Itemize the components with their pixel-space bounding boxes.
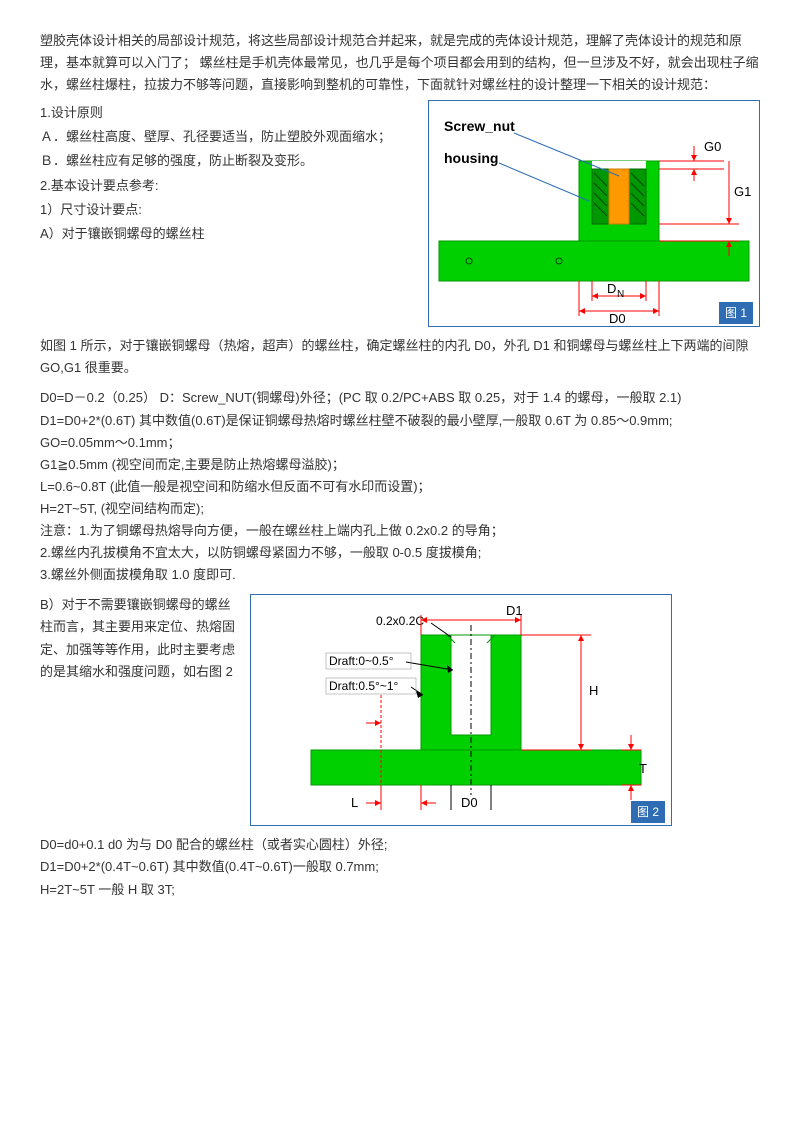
svg-text:Draft:0~0.5°: Draft:0~0.5° [329,654,394,668]
svg-text:Draft:0.5°~1°: Draft:0.5°~1° [329,679,399,693]
svg-text:0.2x0.2C: 0.2x0.2C [376,614,424,628]
section-2-1: 1）尺寸设计要点: [40,199,418,221]
svg-text:G0: G0 [704,139,721,154]
section-1a: Ａ．螺丝柱高度、壁厚、孔径要适当，防止塑胶外观面缩水； [40,126,418,148]
figure-1: Screw_nut housing G0 G1 [428,100,760,327]
svg-text:H: H [589,683,598,698]
section-2-title: 2.基本设计要点参考: [40,175,418,197]
svg-text:D: D [607,281,616,296]
svg-text:D1: D1 [506,603,523,618]
section-1b: Ｂ．螺丝柱应有足够的强度，防止断裂及变形。 [40,150,418,172]
formula-line: D1=D0+2*(0.4T~0.6T) 其中数值(0.4T~0.6T)一般取 0… [40,856,760,878]
formula-line: 注意：1.为了铜螺母热熔导向方便，一般在螺丝柱上端内孔上做 0.2x0.2 的导… [40,520,760,542]
intro-paragraph: 塑胶壳体设计相关的局部设计规范，将这些局部设计规范合并起来，就是完成的壳体设计规… [40,30,760,96]
section-2-1a: A）对于镶嵌铜螺母的螺丝柱 [40,223,418,245]
figure-2-label: 图 2 [631,801,665,823]
svg-text:housing: housing [444,150,498,166]
svg-text:D0: D0 [461,795,478,810]
paragraph-after-fig1: 如图 1 所示，对于镶嵌铜螺母（热熔，超声）的螺丝柱，确定螺丝柱的内孔 D0，外… [40,335,760,379]
formulas-block-1: D0=D－0.2（0.25） D：Screw_NUT(铜螺母)外径；(PC 取 … [40,387,760,586]
svg-text:Screw_nut: Screw_nut [444,118,515,134]
formula-line: D1=D0+2*(0.6T) 其中数值(0.6T)是保证铜螺母热熔时螺丝柱壁不破… [40,410,760,432]
formula-line: 2.螺丝内孔拔模角不宜太大，以防铜螺母紧固力不够，一般取 0-0.5 度拔模角; [40,542,760,564]
formula-line: GO=0.05mm～0.1mm； [40,432,760,454]
svg-text:L: L [351,795,358,810]
formula-line: G1≧0.5mm (视空间而定,主要是防止热熔螺母溢胶)； [40,454,760,476]
formula-line: D0=D－0.2（0.25） D：Screw_NUT(铜螺母)外径；(PC 取 … [40,387,760,409]
svg-text:T: T [639,761,647,776]
section-2-1b-intro: B）对于不需要镶嵌铜螺母的螺丝柱而言，其主要用来定位、热熔固定、加强等等作用，此… [40,594,240,682]
svg-text:G1: G1 [734,184,751,199]
formula-line: H=2T~5T 一般 H 取 3T; [40,879,760,901]
svg-text:D0: D0 [609,311,626,326]
formula-line: D0=d0+0.1 d0 为与 D0 配合的螺丝柱（或者实心圆柱）外径; [40,834,760,856]
section-1-title: 1.设计原则 [40,102,418,124]
svg-text:N: N [617,289,624,300]
figure-2: 0.2x0.2C Draft:0~0.5° Draft:0.5°~1° D1 [250,594,672,826]
figure-1-label: 图 1 [719,302,753,324]
formula-line: L=0.6~0.8T (此值一般是视空间和防缩水但反面不可有水印而设置)； [40,476,760,498]
formula-line: H=2T~5T, (视空间结构而定); [40,498,760,520]
formula-line: 3.螺丝外侧面拔模角取 1.0 度即可. [40,564,760,586]
formulas-block-2: D0=d0+0.1 d0 为与 D0 配合的螺丝柱（或者实心圆柱）外径; D1=… [40,834,760,900]
